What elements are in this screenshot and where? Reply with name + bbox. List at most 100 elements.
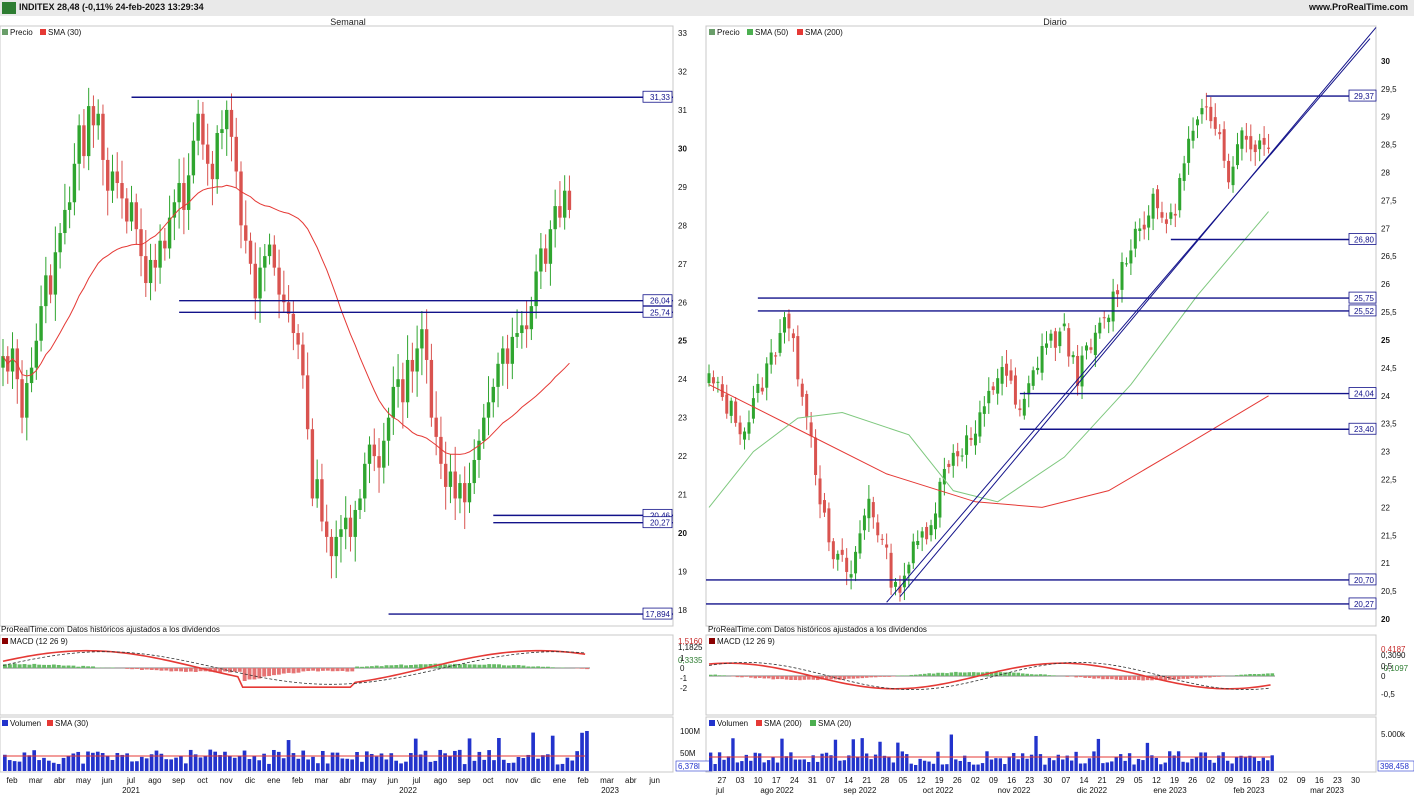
volume-bar	[545, 754, 550, 771]
daily-y-tick: 29	[1381, 113, 1390, 122]
daily-candle	[814, 437, 818, 475]
macd-histogram-bar	[350, 668, 355, 672]
volume-bar	[1020, 753, 1025, 771]
daily-y-tick: 27,5	[1381, 196, 1397, 205]
daily-volume-panel[interactable]	[705, 716, 1377, 773]
weekly-candle	[29, 367, 34, 384]
weekly-y-tick: 20	[678, 529, 687, 538]
volume-bar	[125, 753, 129, 771]
volume-bar	[262, 753, 266, 771]
weekly-candle	[148, 259, 153, 284]
daily-level-box	[1348, 422, 1377, 435]
weekly-candle	[315, 479, 319, 499]
daily-y-tick: 25,5	[1381, 308, 1397, 317]
daily-x-tick: 19	[1170, 776, 1179, 785]
weekly-year-label: 2022	[399, 786, 417, 795]
weekly-candle	[524, 325, 529, 330]
volume-bar	[909, 763, 913, 771]
site-link[interactable]: www.ProRealTime.com	[1308, 2, 1408, 12]
daily-candle	[1187, 138, 1191, 163]
volume-bar	[242, 750, 247, 771]
weekly-price-panel[interactable]	[0, 25, 674, 627]
macd-histogram-bar	[864, 676, 869, 678]
volume-bar	[409, 753, 413, 771]
daily-price-panel[interactable]	[705, 25, 1377, 627]
daily-y-tick: 23,5	[1381, 420, 1397, 429]
macd-histogram-bar	[66, 665, 71, 668]
weekly-volume-panel[interactable]	[0, 716, 674, 773]
chart-canvas[interactable]: Semanal Diario Precio SMA (30) Precio SM…	[0, 16, 1414, 797]
daily-candle	[1138, 228, 1142, 232]
daily-month-label: mar 2023	[1310, 786, 1344, 795]
volume-y-tick: 50M	[680, 749, 696, 758]
daily-candle	[1267, 147, 1271, 149]
volume-bar	[918, 758, 922, 771]
weekly-candle	[439, 436, 443, 464]
daily-candle	[862, 515, 866, 531]
daily-x-axis: 27 03 10 17 24 31 07 14 21 28 05 12 19 26 02 09 16 23 30 07…	[715, 776, 1361, 795]
macd-histogram-bar	[472, 664, 477, 668]
volume-bar	[1176, 751, 1181, 771]
daily-candle	[791, 333, 795, 339]
macd-value-label: 0,3090	[1381, 651, 1406, 660]
volume-bar	[159, 753, 164, 771]
daily-x-tick: 21	[862, 776, 871, 785]
volume-bar	[1225, 760, 1230, 771]
daily-candle	[782, 317, 786, 333]
macd-histogram-bar	[369, 666, 374, 668]
macd-histogram-bar	[1074, 676, 1079, 678]
daily-x-tick: 30	[1351, 776, 1360, 785]
macd-histogram-bar	[462, 663, 467, 668]
weekly-x-tick: nov	[220, 776, 233, 785]
weekly-macd-panel[interactable]	[0, 634, 674, 716]
volume-bar	[1034, 735, 1038, 771]
weekly-candle	[477, 440, 481, 460]
weekly-candle	[229, 109, 234, 137]
macd-histogram-bar	[842, 676, 847, 680]
weekly-candle	[391, 386, 396, 418]
macd-histogram-bar	[1185, 676, 1190, 679]
weekly-candle	[129, 202, 134, 222]
weekly-x-tick: feb	[292, 776, 304, 785]
svg-text:MACD (12 26 9): MACD (12 26 9)	[10, 637, 68, 646]
macd-value-label: 0,3335	[678, 656, 703, 665]
weekly-candle	[463, 483, 467, 503]
weekly-candle	[158, 240, 162, 268]
daily-candle	[1093, 332, 1097, 356]
volume-bar	[585, 731, 589, 771]
macd-histogram-bar	[345, 668, 350, 672]
volume-value-label: 6,378l	[678, 762, 700, 771]
daily-macd-panel[interactable]	[705, 634, 1377, 716]
weekly-candle	[329, 536, 334, 557]
svg-text:SMA (30): SMA (30)	[48, 28, 82, 37]
macd-histogram-bar	[443, 664, 448, 668]
volume-bar	[860, 738, 864, 771]
volume-bar	[198, 757, 203, 771]
macd-histogram-bar	[193, 668, 198, 672]
volume-value-box	[1377, 760, 1414, 772]
weekly-candle	[277, 267, 281, 295]
weekly-candle	[72, 163, 77, 203]
volume-bar	[139, 756, 144, 771]
daily-x-tick: 16	[1007, 776, 1016, 785]
macd-histogram-bar	[989, 671, 994, 676]
weekly-x-tick: jul	[126, 776, 135, 785]
daily-level-label: 23,40	[1354, 425, 1375, 434]
macd-histogram-bar	[1239, 674, 1243, 676]
weekly-candle	[244, 225, 248, 241]
svg-text:SMA (30): SMA (30)	[55, 719, 89, 728]
daily-y-tick: 24	[1381, 392, 1390, 401]
macd-histogram-bar	[218, 668, 223, 673]
volume-bar	[1119, 754, 1123, 771]
macd-histogram-bar	[169, 668, 174, 672]
macd-histogram-bar	[374, 665, 379, 668]
volume-bar	[1101, 763, 1105, 771]
weekly-candle	[267, 244, 272, 257]
macd-histogram-bar	[909, 674, 914, 676]
daily-level-label: 24,04	[1354, 390, 1375, 399]
volume-bar	[389, 753, 394, 771]
volume-bar	[726, 756, 731, 771]
daily-level-label: 25,75	[1354, 294, 1375, 303]
